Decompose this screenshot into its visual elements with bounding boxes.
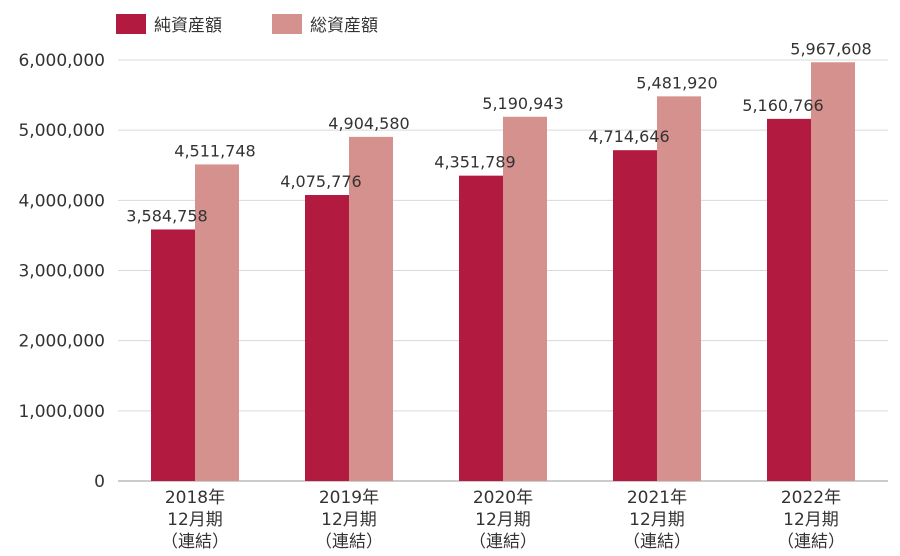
bar-net-assets <box>151 229 195 481</box>
bar-net-assets <box>613 150 657 481</box>
x-tick-label: （連結） <box>777 532 845 552</box>
x-tick-label: 12月期 <box>475 510 531 530</box>
x-axis: 2018年12月期（連結）2019年12月期（連結）2020年12月期（連結）2… <box>161 488 845 552</box>
data-label-net-assets: 5,160,766 <box>742 96 823 115</box>
x-tick-label: （連結） <box>315 532 383 552</box>
x-tick-label: （連結） <box>469 532 537 552</box>
bar-total-assets <box>811 62 855 482</box>
data-label-total-assets: 5,481,920 <box>636 73 717 92</box>
x-tick-label: 2020年 <box>473 488 533 508</box>
bar-net-assets <box>305 195 349 481</box>
data-label-total-assets: 5,190,943 <box>482 94 563 113</box>
data-label-total-assets: 5,967,608 <box>790 39 871 58</box>
data-label-net-assets: 4,351,789 <box>434 153 515 172</box>
x-tick-label: 12月期 <box>321 510 377 530</box>
data-label-total-assets: 4,904,580 <box>328 114 409 133</box>
x-tick-label: 2018年 <box>165 488 225 508</box>
x-tick-label: （連結） <box>161 532 229 552</box>
data-labels: 3,584,758 4,511,748 4,075,776 4,904,580 4,35… <box>126 39 871 225</box>
y-tick-label: 4,000,000 <box>18 191 105 211</box>
legend-swatch-total-assets <box>272 14 302 34</box>
bar-total-assets <box>195 164 239 482</box>
bar-total-assets <box>503 116 547 481</box>
data-label-net-assets: 4,075,776 <box>280 172 361 191</box>
x-tick-label: 12月期 <box>629 510 685 530</box>
x-tick-label: 12月期 <box>167 510 223 530</box>
legend-swatch-net-assets <box>116 14 146 34</box>
y-tick-label: 6,000,000 <box>18 51 105 71</box>
y-tick-label: 0 <box>94 472 105 492</box>
legend: 純資産額 総資産額 <box>116 14 378 36</box>
x-tick-label: 2019年 <box>319 488 379 508</box>
bar-net-assets <box>459 175 503 481</box>
data-label-total-assets: 4,511,748 <box>174 141 255 160</box>
y-tick-label: 2,000,000 <box>18 332 105 352</box>
y-tick-label: 3,000,000 <box>18 262 105 282</box>
y-tick-label: 1,000,000 <box>18 402 105 422</box>
bar-net-assets <box>767 118 811 481</box>
x-tick-label: 12月期 <box>783 510 839 530</box>
y-tick-label: 5,000,000 <box>18 121 105 141</box>
bars <box>151 62 855 482</box>
bar-total-assets <box>349 136 393 481</box>
bar-total-assets <box>657 96 701 482</box>
y-axis: 0 1,000,000 2,000,000 3,000,000 4,000,000 5,0… <box>18 51 105 492</box>
data-label-net-assets: 3,584,758 <box>126 206 207 225</box>
x-tick-label: （連結） <box>623 532 691 552</box>
legend-label-total-assets: 総資産額 <box>310 16 378 36</box>
legend-label-net-assets: 純資産額 <box>154 16 222 36</box>
x-tick-label: 2021年 <box>627 488 687 508</box>
data-label-net-assets: 4,714,646 <box>588 127 669 146</box>
x-tick-label: 2022年 <box>781 488 841 508</box>
